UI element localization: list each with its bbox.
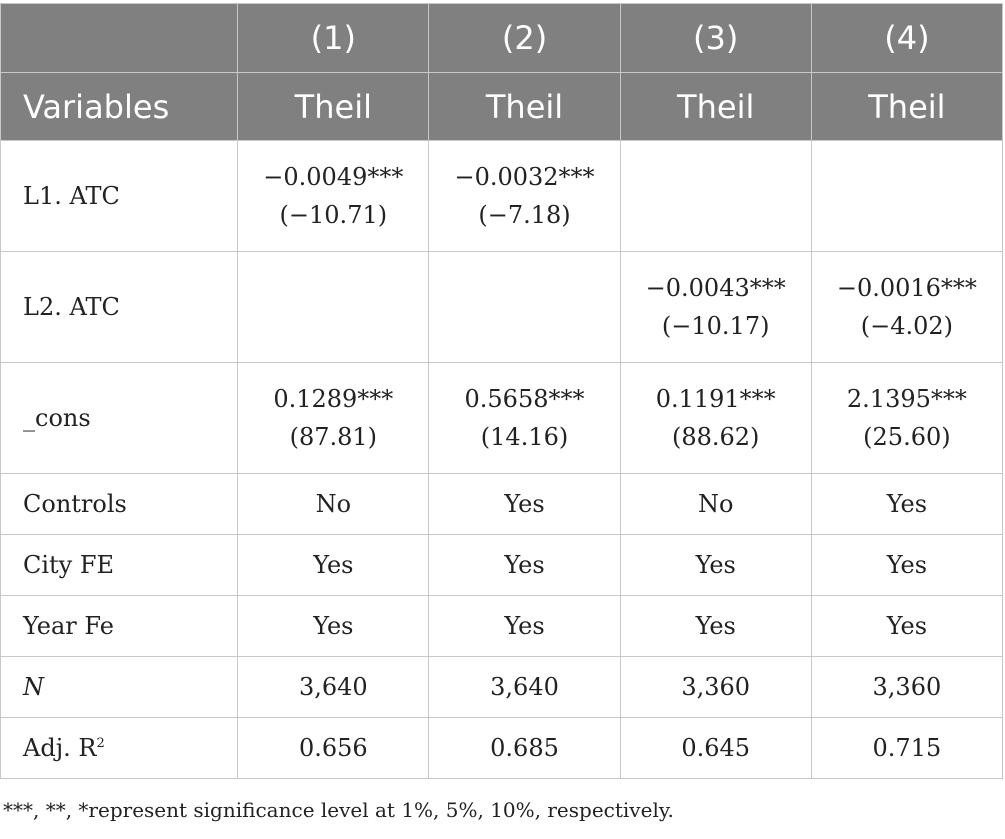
table-cell: [810, 140, 1004, 252]
table-cell: 3,360: [810, 656, 1004, 718]
table-cell: 0.1289*** (87.81): [237, 362, 430, 474]
table-row-l2-atc: L2. ATC −0.0043*** (−10.17) −0.0016*** (…: [0, 251, 1004, 363]
coefficient: −0.0032***: [454, 163, 595, 191]
table-cell: −0.0032*** (−7.18): [428, 140, 621, 252]
t-statistic: (−4.02): [860, 312, 954, 340]
table-cell: Yes: [619, 534, 812, 596]
coefficient: 0.1289***: [273, 385, 394, 413]
header-cell-empty: [0, 3, 239, 73]
table-cell: Yes: [810, 595, 1004, 657]
table-cell: Yes: [428, 534, 621, 596]
t-statistic: (25.60): [863, 423, 951, 451]
table-row-adj-r2: Adj. R2 0.656 0.685 0.645 0.715: [0, 717, 1004, 779]
table-cell: 0.5658*** (14.16): [428, 362, 621, 474]
row-label: L2. ATC: [0, 251, 239, 363]
table-cell: Yes: [810, 473, 1004, 535]
coefficient: 2.1395***: [846, 385, 967, 413]
table-cell: 3,640: [237, 656, 430, 718]
t-statistic: (88.62): [671, 423, 760, 451]
row-label: Year Fe: [0, 595, 239, 657]
table-cell: Yes: [619, 595, 812, 657]
table-row-l1-atc: L1. ATC −0.0049*** (−10.71) −0.0032*** (…: [0, 140, 1004, 252]
table-row-cons: _cons 0.1289*** (87.81) 0.5658*** (14.16…: [0, 362, 1004, 474]
row-label: L1. ATC: [0, 140, 239, 252]
header-dependent-variable: Theil: [810, 72, 1004, 141]
row-label-cell: Adj. R2: [0, 717, 239, 779]
header-column-number: (1): [237, 3, 430, 73]
coefficient: 0.1191***: [655, 385, 776, 413]
row-label: Adj. R: [23, 734, 97, 762]
superscript: 2: [96, 736, 105, 751]
t-statistic: (14.16): [480, 423, 569, 451]
header-column-number: (2): [428, 3, 621, 73]
t-statistic: (−10.17): [661, 312, 770, 340]
table-cell: [619, 140, 812, 252]
table-cell: −0.0016*** (−4.02): [810, 251, 1004, 363]
coefficient: 0.5658***: [464, 385, 585, 413]
row-label: N: [0, 656, 239, 718]
row-label: City FE: [0, 534, 239, 596]
table-cell: Yes: [810, 534, 1004, 596]
t-statistic: (−7.18): [478, 201, 571, 229]
table-cell: No: [619, 473, 812, 535]
coefficient: −0.0043***: [645, 274, 786, 302]
t-statistic: (−10.71): [279, 201, 388, 229]
table-cell: 0.685: [428, 717, 621, 779]
table-row-year-fe: Year Fe Yes Yes Yes Yes: [0, 595, 1004, 657]
table-footnote: ***, **, *represent significance level a…: [3, 798, 674, 822]
regression-table: (1) (2) (3) (4) Variables Theil Theil Th…: [0, 3, 1004, 779]
header-variables: Variables: [0, 72, 239, 141]
table-cell: [428, 251, 621, 363]
table-row-n: N 3,640 3,640 3,360 3,360: [0, 656, 1004, 718]
row-label: Controls: [0, 473, 239, 535]
header-dependent-variable: Theil: [237, 72, 430, 141]
header-row-column-numbers: (1) (2) (3) (4): [0, 3, 1004, 73]
header-dependent-variable: Theil: [428, 72, 621, 141]
coefficient: −0.0049***: [263, 163, 404, 191]
header-dependent-variable: Theil: [619, 72, 812, 141]
table-cell: Yes: [428, 473, 621, 535]
table-row-city-fe: City FE Yes Yes Yes Yes: [0, 534, 1004, 596]
table-cell: 3,640: [428, 656, 621, 718]
table-cell: [237, 251, 430, 363]
table-cell: No: [237, 473, 430, 535]
table-cell: 0.715: [810, 717, 1004, 779]
table-cell: 0.656: [237, 717, 430, 779]
table-cell: −0.0049*** (−10.71): [237, 140, 430, 252]
table-cell: Yes: [428, 595, 621, 657]
table-cell: Yes: [237, 534, 430, 596]
row-label: _cons: [0, 362, 239, 474]
table-cell: −0.0043*** (−10.17): [619, 251, 812, 363]
table-cell: 0.1191*** (88.62): [619, 362, 812, 474]
table-row-controls: Controls No Yes No Yes: [0, 473, 1004, 535]
header-row-variable-names: Variables Theil Theil Theil Theil: [0, 72, 1004, 141]
table-cell: 2.1395*** (25.60): [810, 362, 1004, 474]
table-cell: Yes: [237, 595, 430, 657]
t-statistic: (87.81): [289, 423, 378, 451]
table-cell: 3,360: [619, 656, 812, 718]
coefficient: −0.0016***: [836, 274, 977, 302]
table-cell: 0.645: [619, 717, 812, 779]
header-column-number: (3): [619, 3, 812, 73]
header-column-number: (4): [810, 3, 1004, 73]
